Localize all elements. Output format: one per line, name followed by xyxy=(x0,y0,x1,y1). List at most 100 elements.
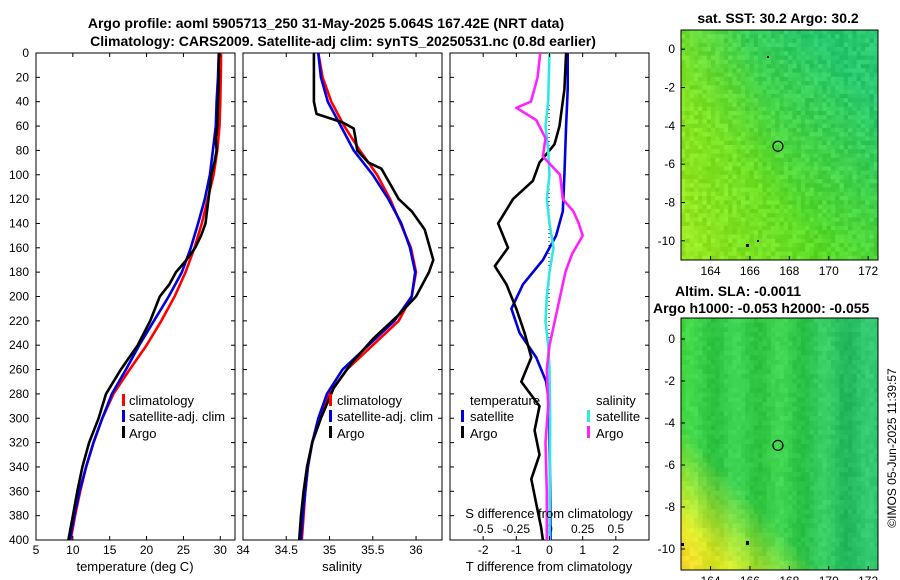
map-cell xyxy=(826,425,832,431)
map-cell xyxy=(809,495,815,501)
map-cell xyxy=(783,72,789,78)
map-cell xyxy=(779,472,785,478)
map-cell xyxy=(762,458,768,464)
map-cell xyxy=(685,30,690,35)
map-cell xyxy=(681,416,686,422)
map-cell xyxy=(693,255,699,260)
map-cell xyxy=(856,430,862,436)
map-cell xyxy=(839,383,845,389)
map-cell xyxy=(732,119,738,125)
map-cell xyxy=(800,234,806,240)
map-cell xyxy=(719,332,725,338)
map-cell xyxy=(770,467,776,473)
map-cell xyxy=(770,136,776,142)
map-cell xyxy=(805,140,810,146)
map-cell xyxy=(818,495,823,501)
map-cell xyxy=(693,486,699,492)
map-cell xyxy=(706,81,712,86)
map-cell xyxy=(796,486,802,492)
map-cell xyxy=(728,327,733,333)
map-cell xyxy=(775,406,780,412)
map-cell xyxy=(732,360,738,366)
map-cell xyxy=(775,59,780,65)
map-cell xyxy=(818,411,823,417)
map-cell xyxy=(749,162,755,167)
map-cell xyxy=(681,364,686,370)
map-cell xyxy=(762,504,768,510)
map-cell xyxy=(848,523,853,529)
map-cell xyxy=(706,458,712,464)
map-cell xyxy=(783,486,789,492)
map-cell xyxy=(869,145,875,150)
map-cell xyxy=(822,462,828,468)
map-cell xyxy=(783,196,789,201)
map-cell xyxy=(800,179,806,184)
map-cell xyxy=(826,528,832,534)
map-cell xyxy=(860,238,866,244)
map-cell xyxy=(693,242,699,248)
map-cell xyxy=(809,448,815,454)
map-cell xyxy=(860,166,866,171)
map-cell xyxy=(723,196,729,201)
map-cell xyxy=(745,255,750,260)
map-cell xyxy=(732,425,738,431)
map-cell xyxy=(758,234,763,240)
map-cell xyxy=(843,458,849,464)
map-cell xyxy=(792,170,798,176)
map-cell xyxy=(813,318,819,324)
map-cell xyxy=(740,434,746,440)
map-cell xyxy=(766,322,772,328)
map-cell xyxy=(758,383,763,389)
map-cell xyxy=(766,85,772,91)
map-cell xyxy=(796,346,802,352)
map-cell xyxy=(783,51,789,56)
map-cell xyxy=(702,140,708,146)
map-cell xyxy=(835,162,840,167)
map-cell xyxy=(693,38,699,44)
map-cell xyxy=(860,364,866,370)
map-cell xyxy=(693,355,699,361)
map-cell xyxy=(728,332,733,338)
map-cell xyxy=(809,360,815,366)
map-cell xyxy=(681,388,686,394)
map-cell xyxy=(826,537,832,543)
map-cell xyxy=(792,490,798,496)
map-cell xyxy=(839,127,845,133)
map-cell xyxy=(698,458,703,464)
map-cell xyxy=(710,157,716,163)
map-cell xyxy=(723,322,729,328)
diff-legend-sal-argo: Argo xyxy=(596,426,623,441)
map-cell xyxy=(856,369,862,375)
map-cell xyxy=(809,383,815,389)
map-cell xyxy=(822,378,828,384)
map-cell xyxy=(843,132,849,137)
map-cell xyxy=(848,140,853,146)
map-cell xyxy=(715,238,720,244)
map-cell xyxy=(792,59,798,65)
map-cell xyxy=(685,119,690,125)
map-cell xyxy=(779,364,785,370)
map-cell xyxy=(762,374,768,380)
map-cell xyxy=(710,416,716,422)
map-cell xyxy=(766,350,772,356)
map-cell xyxy=(693,397,699,403)
map-cell xyxy=(852,179,857,184)
map-cell xyxy=(762,420,768,426)
map-cell xyxy=(852,364,857,370)
map-cell xyxy=(698,30,703,35)
map-cell xyxy=(762,123,768,129)
map-cell xyxy=(783,162,789,167)
map-cell xyxy=(689,119,695,125)
map-cell xyxy=(715,500,720,506)
map-cell xyxy=(839,332,845,338)
map-cell xyxy=(869,439,875,445)
map-cell xyxy=(869,76,875,82)
map-cell xyxy=(835,179,840,184)
map-cell xyxy=(766,327,772,333)
map-cell xyxy=(723,93,729,99)
map-cell xyxy=(865,411,870,417)
map-cell xyxy=(728,81,733,86)
map-cell xyxy=(762,221,768,227)
salinity-legend-argo: Argo xyxy=(337,426,364,441)
map-cell xyxy=(715,204,720,210)
